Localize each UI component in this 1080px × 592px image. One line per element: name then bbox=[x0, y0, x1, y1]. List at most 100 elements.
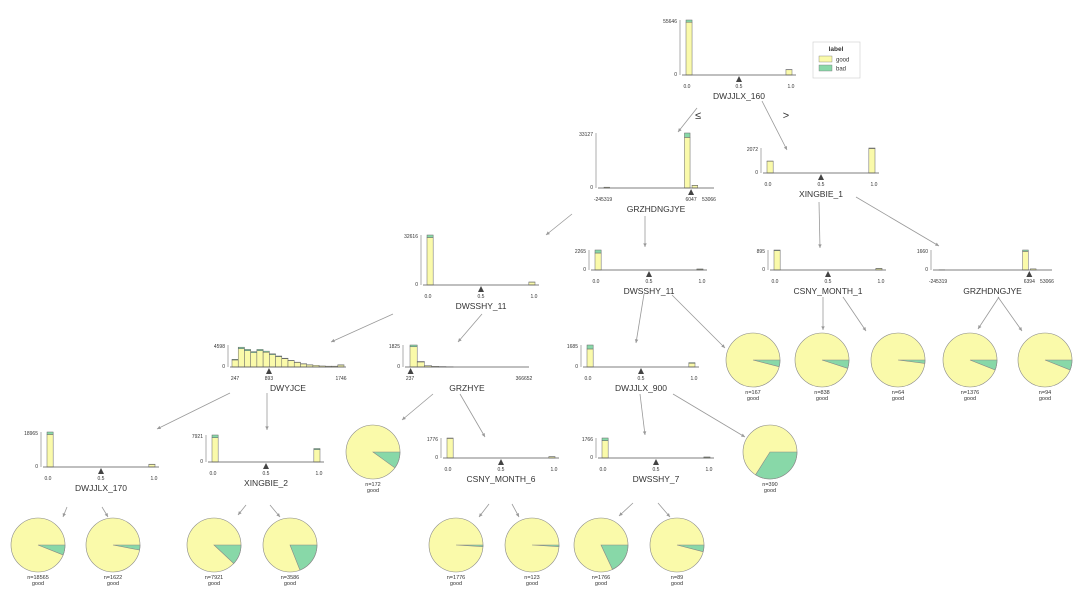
leaf-count: n=1376 bbox=[961, 390, 980, 396]
bar-good bbox=[148, 464, 156, 468]
edge-arrowhead bbox=[783, 146, 787, 150]
split-threshold-marker bbox=[478, 286, 484, 292]
x-tick-label: 0.5 bbox=[263, 471, 270, 477]
edge-line bbox=[639, 393, 646, 436]
edge-line bbox=[330, 313, 394, 343]
y-axis-max-label: 1776 bbox=[427, 437, 438, 443]
y-axis-zero-label: 0 bbox=[397, 364, 400, 370]
decision-node-n6: 1660 0-245319 6394 53066 GRZHDNGJYE bbox=[917, 249, 1054, 296]
edge-arrowhead bbox=[479, 513, 483, 517]
feature-label: DWSSHY_11 bbox=[624, 286, 675, 296]
x-tick-label: 893 bbox=[265, 376, 274, 382]
pie-bad-slice bbox=[600, 544, 629, 570]
y-axis-max-label: 2072 bbox=[747, 147, 758, 153]
edge-line bbox=[156, 392, 231, 430]
bar-good bbox=[586, 348, 594, 368]
x-tick-label: 0.5 bbox=[818, 182, 825, 188]
decision-node-n2: 2072 0 0.0 0.5 1.0 XINGBIE_1 bbox=[747, 147, 879, 199]
leaf-class: good bbox=[764, 488, 776, 494]
edge-arrowhead bbox=[721, 344, 725, 348]
bar-good bbox=[256, 350, 264, 368]
x-tick-label: 0.5 bbox=[638, 376, 645, 382]
bar-good bbox=[601, 440, 609, 459]
bar-good bbox=[287, 360, 295, 368]
leaf-count: n=167 bbox=[745, 390, 760, 396]
y-axis-zero-label: 0 bbox=[762, 267, 765, 273]
y-axis-max-label: 55646 bbox=[663, 19, 677, 25]
feature-label: DWJJLX_900 bbox=[615, 383, 667, 393]
bar-bad bbox=[231, 359, 239, 361]
decision-node-n3: 32616 0 0.0 0.5 1.0 DWSSHY_11 bbox=[404, 234, 539, 311]
x-tick-label: 0.0 bbox=[445, 467, 452, 473]
bar-good bbox=[1022, 251, 1029, 271]
y-axis-max-label: 1825 bbox=[389, 344, 400, 350]
edge-arrowhead bbox=[643, 243, 647, 247]
decision-node-n9: 1685 0 0.0 0.5 1.0 DWJJLX_900 bbox=[567, 344, 699, 393]
edge-arrowhead bbox=[642, 431, 647, 435]
y-axis-max-label: 33127 bbox=[579, 132, 593, 138]
bar-bad bbox=[426, 234, 434, 238]
feature-label: DWJJLX_170 bbox=[75, 483, 127, 493]
y-axis-zero-label: 0 bbox=[674, 72, 677, 78]
decision-node-n8: 1825 0 237 366652 GRZHYE bbox=[389, 344, 533, 393]
bar-bad bbox=[237, 346, 245, 349]
edge-arrowhead bbox=[238, 511, 242, 515]
x-tick-label: 0.0 bbox=[585, 376, 592, 382]
pie-bad-slice bbox=[455, 544, 484, 548]
y-axis-max-label: 1685 bbox=[567, 344, 578, 350]
bar-bad bbox=[250, 351, 258, 353]
feature-label: XINGBIE_2 bbox=[244, 478, 288, 488]
bar-good bbox=[269, 354, 276, 368]
bar-good bbox=[250, 352, 258, 368]
bar-bad bbox=[313, 448, 321, 450]
bar-bad bbox=[409, 344, 418, 348]
y-axis-max-label: 7921 bbox=[192, 434, 203, 440]
leaf-class: good bbox=[747, 396, 759, 402]
bar-good bbox=[231, 359, 239, 368]
leaf-class: good bbox=[816, 396, 828, 402]
x-tick-label: 0.5 bbox=[825, 279, 832, 285]
x-tick-label: 0.0 bbox=[425, 294, 432, 300]
edge-line bbox=[977, 296, 1000, 330]
split-threshold-marker bbox=[263, 463, 269, 469]
leaf-class: good bbox=[32, 581, 44, 587]
y-axis-zero-label: 0 bbox=[415, 282, 418, 288]
leaf-class: good bbox=[526, 581, 538, 587]
leaf-count: n=390 bbox=[762, 482, 777, 488]
bar-good bbox=[446, 438, 454, 459]
edge-arrowhead bbox=[276, 513, 280, 517]
pie-bad-slice bbox=[897, 359, 926, 364]
decision-node-n1: 33127 0-245319 6047 53066 GRZHDNGJYE bbox=[579, 132, 716, 214]
leaf-count: n=3586 bbox=[281, 575, 300, 581]
y-axis-max-label: 1766 bbox=[582, 437, 593, 443]
edge-arrowhead bbox=[515, 513, 519, 517]
pie-bad-slice bbox=[821, 359, 850, 369]
decision-node-n7: 4598 0 247 893 1746 DWYJCE bbox=[214, 344, 347, 393]
edge-arrowhead bbox=[821, 326, 825, 330]
feature-label: CSNY_MONTH_1 bbox=[794, 286, 863, 296]
edge-arrowhead bbox=[62, 513, 66, 517]
bar-good bbox=[244, 350, 251, 368]
leaf-count: n=18565 bbox=[27, 575, 49, 581]
x-tick-label: 247 bbox=[231, 376, 240, 382]
bar-good bbox=[766, 161, 774, 174]
edge-line bbox=[855, 196, 940, 247]
x-tick-label: 1746 bbox=[335, 376, 346, 382]
edge-line bbox=[761, 100, 788, 151]
leaf-class: good bbox=[595, 581, 607, 587]
split-threshold-marker bbox=[265, 368, 272, 374]
edges bbox=[62, 100, 1023, 518]
leaf-count: n=1776 bbox=[447, 575, 466, 581]
x-tick-label: 0.5 bbox=[736, 84, 743, 90]
bar-good bbox=[211, 437, 219, 463]
edge-line bbox=[997, 296, 1023, 332]
leaf-class: good bbox=[367, 488, 379, 494]
x-tick-label: 1.0 bbox=[706, 467, 713, 473]
edge-line bbox=[545, 213, 573, 236]
y-axis-zero-label: 0 bbox=[590, 185, 593, 191]
